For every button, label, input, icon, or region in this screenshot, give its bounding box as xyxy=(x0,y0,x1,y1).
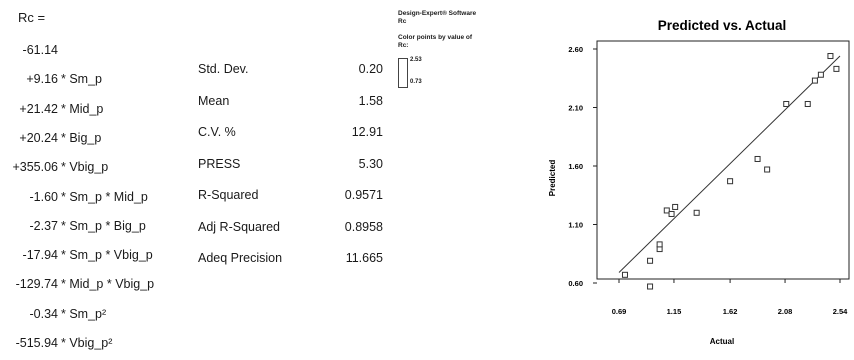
x-tick-label: 1.62 xyxy=(723,307,738,316)
statistic-row: Std. Dev. 0.20 xyxy=(198,62,383,82)
term-factor: * Sm_p * Big_p xyxy=(61,218,146,233)
data-point xyxy=(754,155,761,162)
term-coefficient: +355.06 xyxy=(12,160,58,175)
data-point xyxy=(693,209,700,216)
statistic-row: Mean 1.58 xyxy=(198,94,383,114)
equation-term-row: -1.60 * Sm_p * Mid_p xyxy=(0,190,148,204)
term-coefficient: -1.60 xyxy=(29,189,59,204)
data-point xyxy=(647,283,654,290)
statistic-value: 1.58 xyxy=(358,93,383,108)
term-coefficient: -61.14 xyxy=(22,43,58,57)
equation-term-row: +21.42 * Mid_p xyxy=(0,102,103,116)
equation-term-row: -129.74 * Mid_p * Vbig_p xyxy=(0,277,155,292)
term-factor: * Mid_p xyxy=(61,101,104,116)
statistic-label: Adeq Precision xyxy=(198,251,283,265)
data-point xyxy=(764,166,771,173)
y-tick-label: 1.10 xyxy=(568,221,583,230)
data-point xyxy=(672,203,679,210)
statistic-row: R-Squared 0.9571 xyxy=(198,188,383,208)
y-tick-label: 2.10 xyxy=(568,104,583,113)
y-tick-label: 0.60 xyxy=(568,279,583,288)
y-axis-label: Predicted xyxy=(548,160,557,197)
statistic-row: Adj R-Squared 0.8958 xyxy=(198,220,383,240)
statistic-value: 11.665 xyxy=(345,251,383,265)
legend-high-value: 2.53 xyxy=(410,57,422,63)
statistic-label: Adj R-Squared xyxy=(198,219,280,234)
data-point xyxy=(827,53,834,60)
statistic-label: Mean xyxy=(198,93,230,108)
statistic-label: PRESS xyxy=(198,156,241,171)
equation-term-row: -17.94 * Sm_p * Vbig_p xyxy=(0,248,153,262)
statistic-value: 0.20 xyxy=(358,62,383,76)
term-coefficient: +21.42 xyxy=(19,101,58,116)
term-coefficient: +9.16 xyxy=(26,72,58,87)
equation-term-row: +9.16 * Sm_p xyxy=(0,72,102,86)
color-legend-bar xyxy=(398,58,408,88)
design-expert-info: Design-Expert® Software Rc Color points … xyxy=(398,10,538,88)
term-factor: * Vbig_p xyxy=(61,160,109,175)
color-variable: Rc: xyxy=(398,42,409,49)
data-point xyxy=(727,178,734,185)
equation-term-row: -2.37 * Sm_p * Big_p xyxy=(0,219,146,233)
term-coefficient: -515.94 xyxy=(15,336,58,350)
equation-lhs: Rc = xyxy=(18,10,46,25)
data-point xyxy=(647,257,654,264)
plot-frame xyxy=(596,40,850,280)
software-name: Design-Expert® Software xyxy=(398,10,477,17)
x-axis-label: Actual xyxy=(710,337,734,346)
legend-low-value: 0.73 xyxy=(410,79,422,85)
y-tick-label: 1.60 xyxy=(568,162,583,171)
statistic-label: Std. Dev. xyxy=(198,62,249,76)
term-factor: * Sm_p * Vbig_p xyxy=(61,248,153,263)
statistic-value: 0.9571 xyxy=(344,188,383,202)
equation-term-row: +355.06 * Vbig_p xyxy=(0,160,108,174)
term-coefficient: -129.74 xyxy=(15,277,58,292)
equation-term-row: -515.94 * Vbig_p² xyxy=(0,336,113,350)
statistic-value: 12.91 xyxy=(351,125,383,139)
fit-line xyxy=(618,55,841,273)
y-tick-label: 2.60 xyxy=(568,45,583,54)
data-point xyxy=(811,77,818,84)
equation-term-row: +20.24 * Big_p xyxy=(0,131,101,145)
data-point xyxy=(621,271,628,278)
term-factor: * Sm_p * Mid_p xyxy=(61,189,148,204)
equation-term-row: -61.14 xyxy=(0,43,61,57)
data-point xyxy=(833,65,840,72)
x-tick-label: 1.15 xyxy=(667,307,682,316)
statistic-label: C.V. % xyxy=(198,125,236,139)
term-factor: * Sm_p xyxy=(61,72,102,87)
data-point xyxy=(663,207,670,214)
color-note: Color points by value of xyxy=(398,34,473,41)
statistic-row: C.V. % 12.91 xyxy=(198,125,383,145)
x-tick-label: 0.69 xyxy=(612,307,627,316)
equation-term-row: -0.34 * Sm_p² xyxy=(0,306,107,321)
term-factor: * Sm_p² xyxy=(61,306,107,321)
response-name: Rc xyxy=(398,18,407,25)
term-coefficient: -17.94 xyxy=(22,248,58,263)
data-point xyxy=(783,100,790,107)
x-tick-label: 2.08 xyxy=(778,307,793,316)
data-point xyxy=(817,71,824,78)
term-coefficient: -2.37 xyxy=(29,218,59,233)
term-coefficient: -0.34 xyxy=(29,306,59,321)
term-factor: * Mid_p * Vbig_p xyxy=(61,277,155,292)
statistic-row: Adeq Precision 11.665 xyxy=(198,251,383,271)
statistic-value: 0.8958 xyxy=(344,219,383,234)
data-point xyxy=(668,210,675,217)
statistic-row: PRESS 5.30 xyxy=(198,157,383,177)
chart-title: Predicted vs. Actual xyxy=(658,18,787,33)
term-coefficient: +20.24 xyxy=(19,130,58,145)
term-factor: * Vbig_p² xyxy=(61,336,113,350)
data-point xyxy=(656,241,663,248)
x-tick-label: 2.54 xyxy=(833,307,848,316)
statistic-value: 5.30 xyxy=(358,156,383,171)
statistic-label: R-Squared xyxy=(198,188,259,202)
term-factor: * Big_p xyxy=(61,130,102,145)
data-point xyxy=(804,100,811,107)
regression-equation: Rc = -61.14 +9.16 * Sm_p +21.42 * Mid_p +20.2… xyxy=(0,0,190,360)
